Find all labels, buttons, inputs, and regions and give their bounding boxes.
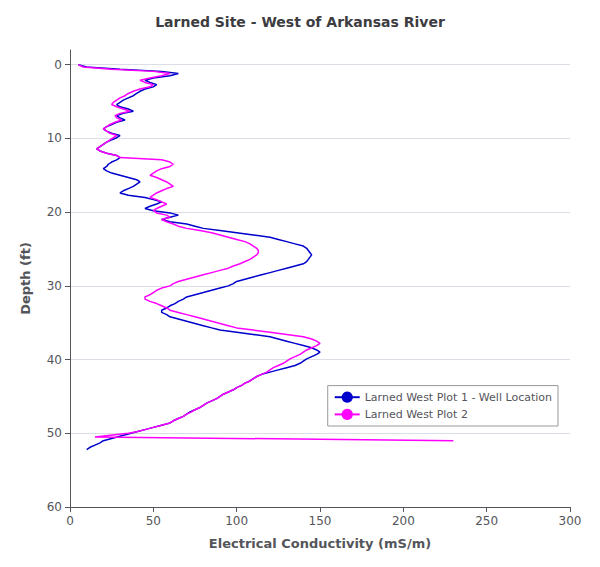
svg-text:20: 20 bbox=[47, 205, 62, 219]
svg-text:250: 250 bbox=[475, 514, 498, 528]
svg-text:200: 200 bbox=[392, 514, 415, 528]
svg-text:40: 40 bbox=[47, 353, 62, 367]
svg-text:150: 150 bbox=[309, 514, 332, 528]
svg-text:Larned West Plot 2: Larned West Plot 2 bbox=[365, 408, 468, 421]
svg-text:Larned Site - West of Arkansas: Larned Site - West of Arkansas River bbox=[155, 14, 445, 30]
svg-text:300: 300 bbox=[559, 514, 582, 528]
svg-text:100: 100 bbox=[225, 514, 248, 528]
svg-text:Larned West Plot 1 - Well Loca: Larned West Plot 1 - Well Location bbox=[365, 391, 552, 404]
svg-text:0: 0 bbox=[66, 514, 74, 528]
svg-text:0: 0 bbox=[54, 58, 62, 72]
svg-text:Depth (ft): Depth (ft) bbox=[18, 242, 33, 315]
svg-text:50: 50 bbox=[146, 514, 161, 528]
svg-text:Electrical Conductivity (mS/m): Electrical Conductivity (mS/m) bbox=[209, 536, 431, 551]
svg-text:50: 50 bbox=[47, 426, 62, 440]
svg-text:30: 30 bbox=[47, 279, 62, 293]
svg-text:10: 10 bbox=[47, 131, 62, 145]
svg-text:60: 60 bbox=[47, 500, 62, 514]
